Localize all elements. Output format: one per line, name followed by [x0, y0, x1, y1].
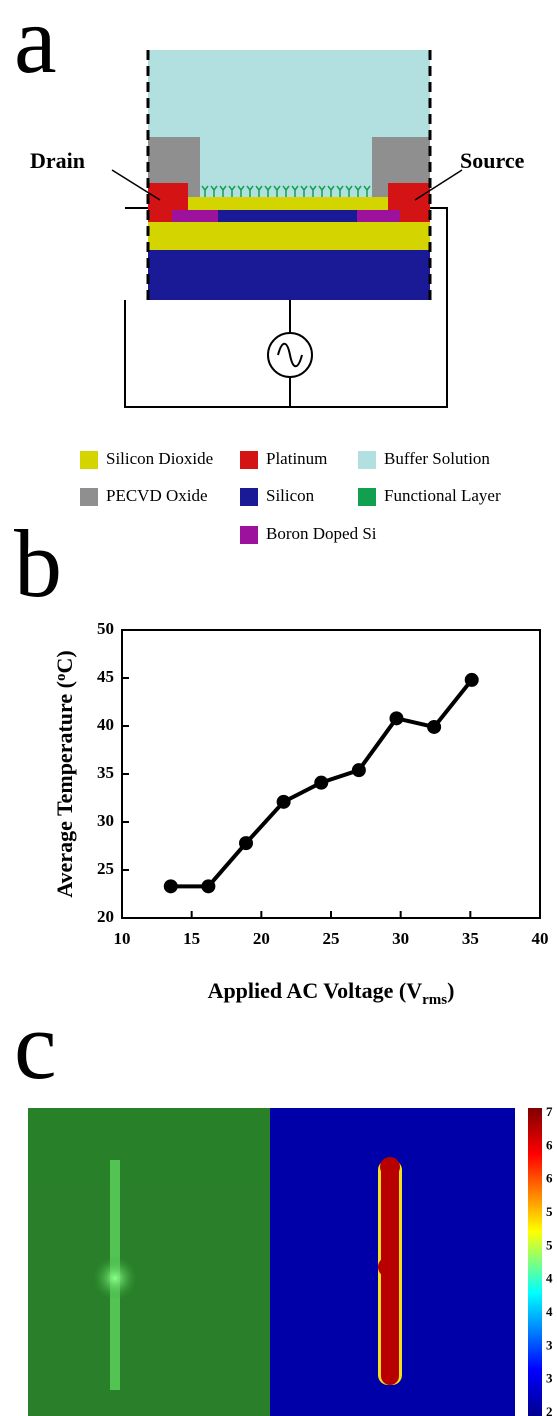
legend-swatch: [240, 526, 258, 544]
device-diagram: [111, 50, 463, 408]
legend-label: Silicon Dioxide: [106, 449, 213, 468]
colorbar-label: 7: [546, 1104, 553, 1119]
receptor: [309, 185, 317, 197]
colorbar-label: 6: [546, 1137, 553, 1152]
legend-swatch: [358, 451, 376, 469]
receptor: [345, 185, 353, 197]
colorbar-label: 6: [546, 1171, 553, 1186]
colorbar-label: 4: [546, 1304, 553, 1319]
receptor: [291, 185, 299, 197]
chart: 20 25 30 35 40 45 50 10 15 20 25 30 35 40 Applied AC V…: [52, 619, 549, 1008]
marker: [239, 836, 254, 851]
x-axis-label-sub: rms: [422, 992, 447, 1008]
source-label: Source: [460, 148, 525, 173]
receptor: [363, 185, 371, 197]
x-axis-label: Applied AC Voltage (Vrms): [208, 978, 455, 1008]
legend-swatch: [240, 451, 258, 469]
marker: [201, 879, 216, 894]
x-axis-label-text: Applied AC Voltage (V: [208, 978, 423, 1003]
colorbar: 7 6 6 5 5 4 4 3 3 2: [546, 1104, 553, 1416]
x-tick-label: 25: [323, 929, 340, 948]
colorbar-label: 5: [546, 1237, 553, 1252]
receptor: [354, 185, 362, 197]
legend-label: Silicon: [266, 486, 315, 505]
legend-label: PECVD Oxide: [106, 486, 208, 505]
receptor: [300, 185, 308, 197]
legend-label: Boron Doped Si: [266, 524, 377, 543]
receptor: [327, 185, 335, 197]
receptor: [210, 185, 218, 197]
legend-label: Platinum: [266, 449, 327, 468]
colorbar-label: 5: [546, 1204, 553, 1219]
x-axis-label-tail: ): [447, 978, 454, 1003]
y-tick-label: 30: [97, 811, 114, 830]
x-tick-label: 30: [392, 929, 409, 948]
legend-swatch: [358, 488, 376, 506]
panel-label: a: [14, 0, 57, 93]
legend: Silicon Dioxide Platinum Buffer Solution PE…: [80, 449, 501, 544]
y-tick-label: 40: [97, 715, 114, 734]
receptor: [273, 185, 281, 197]
y-tick-label: 50: [97, 619, 114, 638]
colorbar-label: 2: [546, 1404, 553, 1416]
legend-swatch: [80, 488, 98, 506]
legend-swatch: [80, 451, 98, 469]
receptor: [201, 185, 209, 197]
micrographs: [28, 1108, 542, 1416]
colorbar-label: 3: [546, 1337, 553, 1352]
marker: [427, 719, 442, 734]
receptor: [336, 185, 344, 197]
legend-label: Buffer Solution: [384, 449, 490, 468]
x-tick-label: 20: [253, 929, 270, 948]
marker: [464, 672, 479, 687]
marker: [314, 775, 329, 790]
receptor: [237, 185, 245, 197]
receptor: [219, 185, 227, 197]
marker: [351, 763, 366, 778]
legend-label: Functional Layer: [384, 486, 501, 505]
receptor: [246, 185, 254, 197]
panel-label: b: [14, 510, 62, 617]
receptor: [282, 185, 290, 197]
x-tick-label: 35: [462, 929, 479, 948]
receptor: [318, 185, 326, 197]
y-tick-label: 35: [97, 763, 114, 782]
y-tick-label: 45: [97, 667, 114, 686]
receptor: [264, 185, 272, 197]
legend-swatch: [240, 488, 258, 506]
y-axis-label-tail: C): [52, 650, 77, 673]
panel-label: c: [14, 992, 57, 1099]
y-axis-label-text: Average Temperature (: [52, 681, 77, 898]
y-axis-label-sup: o: [53, 674, 69, 682]
receptor: [228, 185, 236, 197]
plot-frame: [121, 629, 541, 919]
colorbar-label: 4: [546, 1271, 553, 1286]
marker: [163, 879, 178, 894]
marker: [276, 794, 291, 809]
drain-label: Drain: [30, 148, 85, 173]
x-tick-label: 40: [532, 929, 549, 948]
x-tick-label: 10: [114, 929, 131, 948]
y-tick-label: 25: [97, 859, 114, 878]
marker: [389, 711, 404, 726]
y-tick-label: 20: [97, 907, 114, 926]
y-axis-label: Average Temperature (oC): [52, 650, 77, 897]
x-tick-label: 15: [183, 929, 200, 948]
receptor: [255, 185, 263, 197]
colorbar-label: 3: [546, 1371, 553, 1386]
